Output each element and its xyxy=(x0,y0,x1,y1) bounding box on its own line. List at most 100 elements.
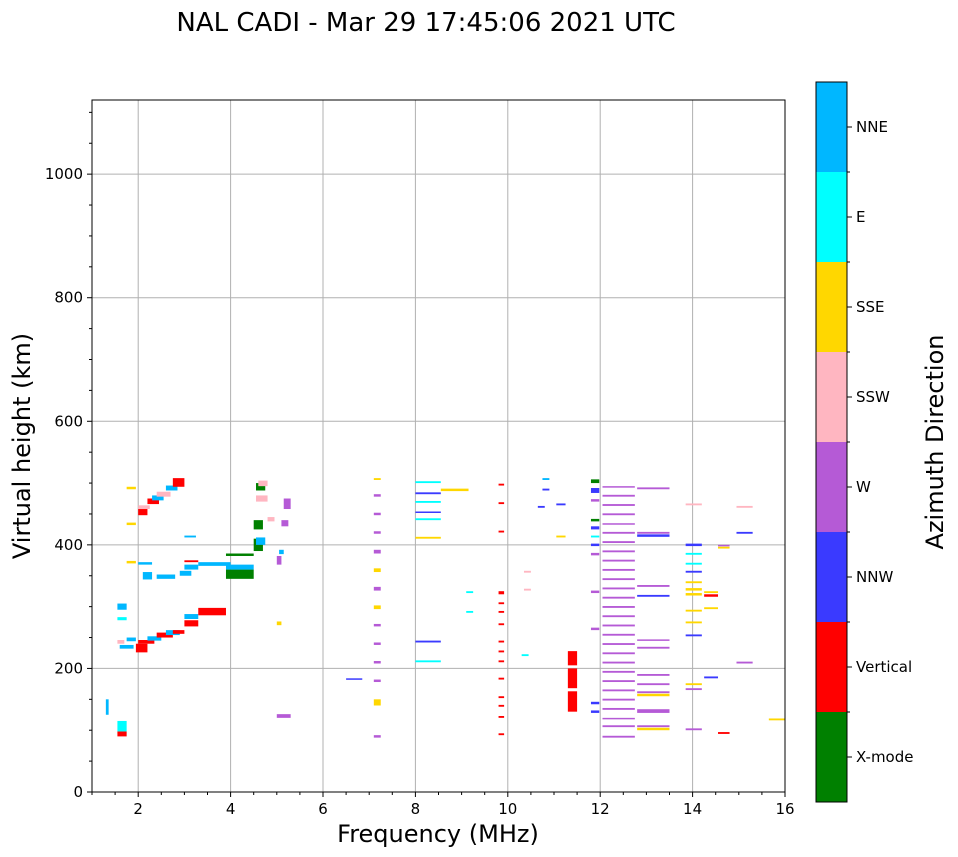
echo-mark xyxy=(258,480,268,487)
echo-mark xyxy=(498,602,505,605)
x-axis-label: Frequency (MHz) xyxy=(337,820,539,848)
echo-mark xyxy=(685,728,702,731)
echo-mark xyxy=(373,549,381,554)
plot-area: 2 4 6 8 10 12 14 16 0 200 400 600 800 1000 xyxy=(45,99,795,818)
echo-mark xyxy=(718,732,730,734)
echo-mark xyxy=(179,570,192,576)
echo-mark xyxy=(373,494,381,497)
x-tick-label: 16 xyxy=(775,800,794,818)
colorbar-segment xyxy=(816,262,847,352)
echo-mark xyxy=(602,643,635,645)
echo-mark xyxy=(184,560,199,563)
colorbar-tick-label: SSE xyxy=(856,298,885,316)
echo-mark xyxy=(373,531,381,534)
echo-mark xyxy=(498,660,505,663)
echo-mark xyxy=(768,718,785,721)
echo-mark xyxy=(415,500,441,503)
colorbar-segment xyxy=(816,82,847,172)
echo-mark xyxy=(590,701,600,705)
echo-mark xyxy=(704,594,719,597)
echo-mark xyxy=(126,637,136,642)
echo-mark xyxy=(556,503,566,506)
x-tick-label: 14 xyxy=(683,800,702,818)
y-tick-label: 600 xyxy=(54,412,83,430)
echo-mark xyxy=(685,543,702,547)
y-tick-label: 200 xyxy=(54,659,83,677)
echo-mark xyxy=(602,541,635,544)
echo-mark xyxy=(119,644,134,649)
echo-mark xyxy=(373,735,381,738)
echo-mark xyxy=(567,691,578,712)
echo-mark xyxy=(156,632,173,638)
echo-mark xyxy=(736,661,753,664)
echo-mark xyxy=(704,607,719,610)
echo-mark xyxy=(142,572,153,580)
echo-mark xyxy=(590,518,600,522)
echo-mark xyxy=(440,488,469,492)
echo-mark xyxy=(602,523,635,525)
echo-mark xyxy=(685,683,702,686)
echo-mark xyxy=(637,673,670,676)
echo-mark xyxy=(602,698,635,701)
echo-mark xyxy=(225,553,254,556)
echo-mark xyxy=(156,574,176,579)
echo-mark xyxy=(537,505,545,508)
echo-mark xyxy=(590,526,600,530)
echo-mark xyxy=(184,614,199,619)
echo-mark xyxy=(704,676,719,679)
echo-mark xyxy=(346,678,363,680)
echo-mark xyxy=(602,504,635,506)
echo-mark xyxy=(498,716,505,718)
echo-mark xyxy=(415,481,441,484)
echo-mark xyxy=(602,624,635,627)
echo-mark xyxy=(602,531,635,534)
echo-mark xyxy=(602,633,635,636)
echo-mark xyxy=(276,555,282,565)
echo-mark xyxy=(117,720,127,732)
echo-mark xyxy=(373,512,381,516)
y-axis-label: Virtual height (km) xyxy=(8,333,36,559)
echo-mark xyxy=(602,587,635,590)
echo-mark xyxy=(602,680,635,683)
echo-mark xyxy=(267,517,275,522)
echo-mark xyxy=(156,491,171,497)
echo-mark xyxy=(637,709,670,713)
y-tick-label: 800 xyxy=(54,289,83,307)
echo-mark xyxy=(225,564,254,570)
echo-mark xyxy=(172,630,185,634)
echo-traces xyxy=(105,478,785,738)
colorbar-label: Azimuth Direction xyxy=(921,335,949,550)
echo-mark xyxy=(225,569,254,579)
echo-mark xyxy=(602,578,635,581)
echo-mark xyxy=(637,691,670,694)
echo-mark xyxy=(373,568,381,573)
echo-mark xyxy=(373,586,381,591)
echo-mark xyxy=(637,639,670,641)
echo-mark xyxy=(602,568,635,571)
echo-mark xyxy=(602,494,635,497)
colorbar-tick-label: E xyxy=(856,208,865,226)
echo-mark xyxy=(637,594,670,597)
echo-mark xyxy=(685,552,702,555)
echo-mark xyxy=(590,552,600,556)
echo-mark xyxy=(602,689,635,692)
echo-mark xyxy=(523,588,531,591)
echo-mark xyxy=(117,603,127,610)
echo-mark xyxy=(685,609,702,612)
echo-mark xyxy=(117,617,127,621)
echo-mark xyxy=(718,544,730,547)
echo-mark xyxy=(685,588,702,591)
echo-mark xyxy=(602,707,635,710)
colorbar: NNE E SSE SSW W NNW Vertical X-mode xyxy=(815,81,913,803)
echo-mark xyxy=(685,593,702,596)
echo-mark xyxy=(498,610,505,613)
echo-mark xyxy=(138,640,155,644)
echo-mark xyxy=(637,725,670,728)
echo-mark xyxy=(637,534,670,537)
echo-mark xyxy=(415,511,441,513)
echo-mark xyxy=(279,549,284,555)
colorbar-tick-label: X-mode xyxy=(856,748,913,766)
echo-mark xyxy=(602,550,635,553)
echo-mark xyxy=(152,495,164,501)
